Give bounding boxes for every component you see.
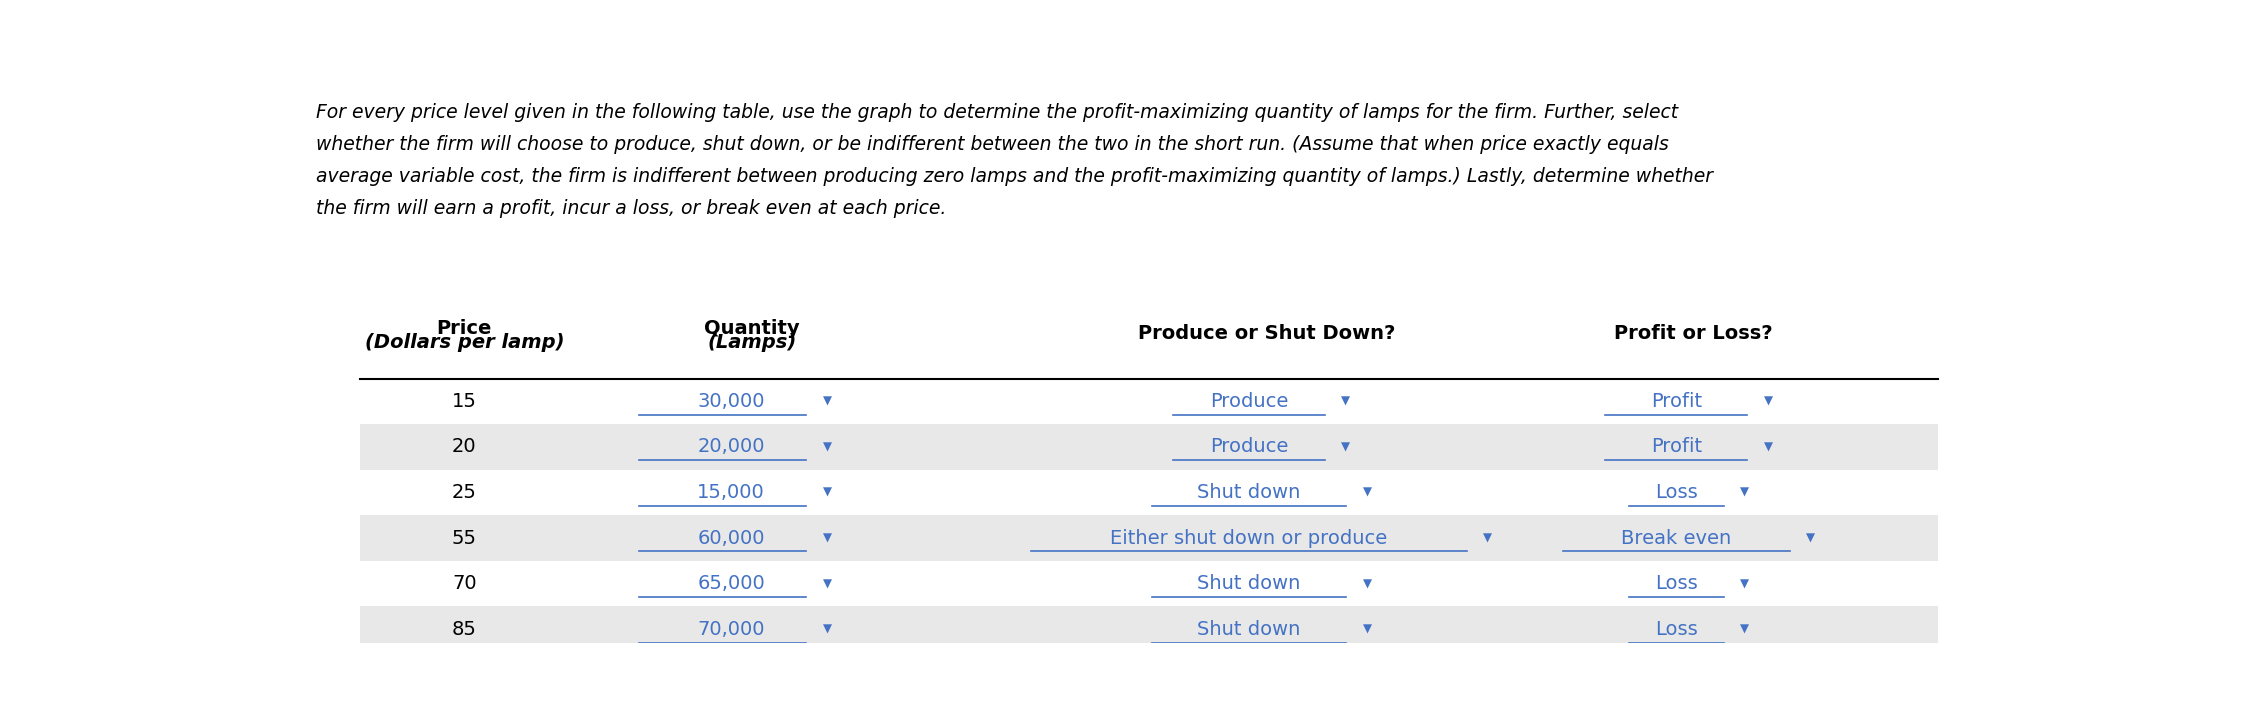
Text: Loss: Loss bbox=[1656, 483, 1699, 502]
Text: ▼: ▼ bbox=[1364, 486, 1372, 499]
Text: ▼: ▼ bbox=[1364, 623, 1372, 636]
Text: 70: 70 bbox=[452, 574, 477, 593]
Text: ▼: ▼ bbox=[1341, 440, 1350, 453]
Text: Produce: Produce bbox=[1210, 438, 1289, 456]
Text: Produce: Produce bbox=[1210, 392, 1289, 411]
Text: ▼: ▼ bbox=[1483, 531, 1492, 544]
Text: ▼: ▼ bbox=[1364, 577, 1372, 590]
Text: ▼: ▼ bbox=[824, 623, 832, 636]
Text: Loss: Loss bbox=[1656, 619, 1699, 639]
Text: 25: 25 bbox=[452, 483, 477, 502]
Text: 55: 55 bbox=[452, 529, 477, 547]
Text: ▼: ▼ bbox=[824, 395, 832, 408]
Text: ▼: ▼ bbox=[824, 486, 832, 499]
Text: ▼: ▼ bbox=[1739, 623, 1748, 636]
Text: ▼: ▼ bbox=[824, 440, 832, 453]
Bar bbox=[360, 516, 1937, 561]
Text: Profit or Loss?: Profit or Loss? bbox=[1616, 324, 1773, 344]
Text: 20,000: 20,000 bbox=[698, 438, 765, 456]
Text: Shut down: Shut down bbox=[1197, 619, 1300, 639]
Text: 60,000: 60,000 bbox=[698, 529, 765, 547]
Text: 15,000: 15,000 bbox=[698, 483, 765, 502]
Text: ▼: ▼ bbox=[1739, 486, 1748, 499]
Bar bbox=[360, 424, 1937, 470]
Text: ▼: ▼ bbox=[1341, 395, 1350, 408]
Text: 30,000: 30,000 bbox=[698, 392, 765, 411]
Text: Loss: Loss bbox=[1656, 574, 1699, 593]
Text: Profit: Profit bbox=[1652, 392, 1701, 411]
Text: ▼: ▼ bbox=[824, 577, 832, 590]
Text: Profit: Profit bbox=[1652, 438, 1701, 456]
Text: Produce or Shut Down?: Produce or Shut Down? bbox=[1138, 324, 1395, 344]
Text: 15: 15 bbox=[452, 392, 477, 411]
Text: (Lamps): (Lamps) bbox=[706, 334, 796, 352]
Text: Shut down: Shut down bbox=[1197, 483, 1300, 502]
Text: Break even: Break even bbox=[1620, 529, 1732, 547]
Text: Shut down: Shut down bbox=[1197, 574, 1300, 593]
Text: Quantity: Quantity bbox=[704, 319, 801, 338]
Text: 20: 20 bbox=[452, 438, 477, 456]
Text: ▼: ▼ bbox=[1807, 531, 1816, 544]
Text: Either shut down or produce: Either shut down or produce bbox=[1112, 529, 1388, 547]
Text: ▼: ▼ bbox=[1764, 440, 1773, 453]
Text: For every price level given in the following table, use the graph to determine t: For every price level given in the follo… bbox=[315, 103, 1712, 217]
Text: 70,000: 70,000 bbox=[698, 619, 765, 639]
Bar bbox=[360, 606, 1937, 652]
Text: ▼: ▼ bbox=[824, 531, 832, 544]
Text: 65,000: 65,000 bbox=[698, 574, 765, 593]
Text: 85: 85 bbox=[452, 619, 477, 639]
Text: ▼: ▼ bbox=[1739, 577, 1748, 590]
Text: Price: Price bbox=[436, 319, 493, 338]
Text: ▼: ▼ bbox=[1764, 395, 1773, 408]
Text: (Dollars per lamp): (Dollars per lamp) bbox=[364, 334, 565, 352]
